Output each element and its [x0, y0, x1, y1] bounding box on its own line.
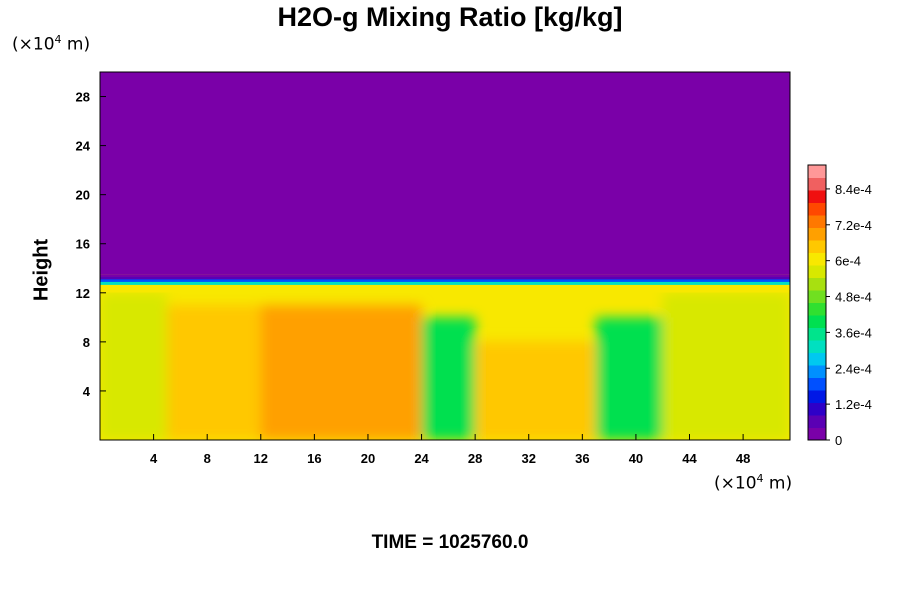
colorbar-segment [808, 177, 826, 191]
x-tick-label: 12 [254, 451, 268, 466]
time-label: TIME = 1025760.0 [371, 532, 529, 553]
y-tick-label: 8 [83, 335, 90, 350]
y-axis-unit: (×104 m) [12, 33, 91, 55]
colorbar-segment [808, 240, 826, 253]
colorbar-segment [808, 352, 826, 366]
layer-edge-band [100, 279, 790, 283]
y-tick-label: 4 [83, 384, 91, 399]
colorbar-segment [808, 302, 826, 316]
field-region [166, 305, 261, 440]
colorbar-segment [808, 277, 826, 291]
x-tick-label: 28 [468, 451, 482, 466]
x-axis-ticks: 4 8 12 16 20 24 28 32 36 40 44 48 [150, 434, 750, 466]
x-tick-label: 16 [307, 451, 321, 466]
colorbar-tick-label: 8.4e-4 [835, 182, 872, 197]
layer-edge-band [100, 274, 790, 278]
field-region [421, 317, 476, 440]
colorbar-segment [808, 327, 826, 341]
field-region [475, 341, 596, 440]
colorbar-segment [808, 340, 826, 353]
x-tick-label: 24 [414, 451, 429, 466]
x-tick-label: 20 [361, 451, 375, 466]
colorbar-tick-label: 3.6e-4 [835, 325, 872, 340]
colorbar-segment [808, 402, 826, 416]
x-tick-label: 40 [629, 451, 643, 466]
y-tick-label: 20 [76, 188, 90, 203]
colorbar-segment [808, 390, 826, 403]
y-tick-label: 12 [76, 286, 90, 301]
colorbar-segment [808, 165, 826, 178]
y-tick-label: 28 [76, 90, 90, 105]
colorbar-tick-label: 7.2e-4 [835, 218, 872, 233]
colorbar-tick-label: 4.8e-4 [835, 290, 872, 305]
layer-edge-band [100, 276, 790, 280]
colorbar-segment [808, 265, 826, 278]
colorbar-frame [807, 164, 827, 441]
colorbar-segment [808, 377, 826, 391]
y-tick-label: 24 [76, 139, 91, 154]
plot-area [100, 72, 790, 440]
field-region [260, 305, 422, 440]
field-region [662, 292, 790, 440]
colorbar-segment [808, 202, 826, 216]
field-regions [100, 292, 790, 440]
layer-edge-band [100, 281, 790, 285]
colorbar-segment [808, 227, 826, 241]
x-tick-label: 44 [682, 451, 697, 466]
field-region [100, 292, 167, 440]
chart-title: H2O-g Mixing Ratio [kg/kg] [277, 2, 623, 32]
colorbar-segment [808, 252, 826, 266]
field-region [595, 317, 663, 440]
x-axis-unit: (×104 m) [714, 472, 793, 494]
colorbar-segment [808, 415, 826, 428]
x-tick-label: 32 [522, 451, 536, 466]
x-tick-label: 48 [736, 451, 750, 466]
x-tick-label: 36 [575, 451, 589, 466]
colorbar: 0 1.2e-4 2.4e-4 3.6e-4 4.8e-4 6e-4 7.2e-4 8.4e-… [807, 164, 872, 448]
colorbar-segment [808, 427, 826, 441]
x-tick-label: 8 [204, 451, 211, 466]
colorbar-segment [808, 365, 826, 378]
x-tick-label: 4 [150, 451, 158, 466]
colorbar-tick-label: 1.2e-4 [835, 397, 872, 412]
colorbar-segment [808, 290, 826, 303]
y-axis-ticks: 4 8 12 16 20 24 28 [76, 90, 106, 399]
colorbar-segment [808, 315, 826, 328]
y-tick-label: 16 [76, 237, 90, 252]
colorbar-tick-label: 0 [835, 433, 842, 448]
colorbar-tick-label: 2.4e-4 [835, 361, 872, 376]
plot-frame [99, 71, 791, 441]
colorbar-segment [808, 215, 826, 228]
colorbar-segment [808, 190, 826, 203]
colorbar-tick-label: 6e-4 [835, 254, 861, 269]
